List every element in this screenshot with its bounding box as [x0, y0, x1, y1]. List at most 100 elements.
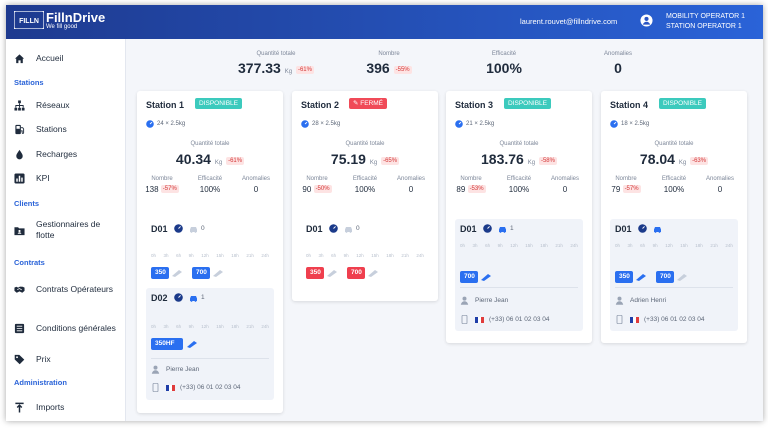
- station-card[interactable]: Station 3 DISPONIBLE 21 × 2.5kg Quantité…: [446, 91, 592, 343]
- vehicle-count: 1: [201, 294, 205, 301]
- quantity-value: 183.76: [481, 151, 524, 167]
- axis-tick: 15h: [216, 253, 224, 258]
- pressure-bar-700[interactable]: 700: [656, 271, 674, 283]
- car-icon: [190, 227, 197, 233]
- dispenser-panel[interactable]: D01 0 0h 3h 6h 9h 12h 15h 18h 21h 24h 350 700: [301, 219, 429, 285]
- dispenser-panel[interactable]: D01 1 0h 3h 6h 9h 12h 15h 18h 21h 24h 700 Pierre…: [455, 219, 583, 331]
- axis-tick: 9h: [497, 243, 503, 248]
- station-name[interactable]: Station 1: [146, 100, 185, 110]
- sidebar-item-fleet-managers[interactable]: Gestionnaires de flotte: [6, 219, 125, 241]
- timeline-axis: 0h 3h 6h 9h 12h 15h 18h 21h 24h: [151, 253, 269, 258]
- handshake-icon: [14, 286, 25, 293]
- station-name[interactable]: Station 4: [610, 100, 649, 110]
- axis-tick: 15h: [216, 324, 224, 329]
- car-icon: [345, 227, 352, 233]
- nozzle-icon: [187, 341, 197, 348]
- stat-value: 100%: [199, 185, 221, 194]
- gauge-icon: [610, 120, 618, 128]
- stat-label: Anomalies: [241, 176, 270, 182]
- sidebar-item-label: Contrats Opérateurs: [36, 283, 114, 294]
- axis-tick: 3h: [627, 243, 633, 248]
- import-icon: [15, 402, 24, 413]
- sidebar-item-label: Stations: [36, 123, 67, 134]
- brand-logo-icon[interactable]: FILLN: [14, 11, 44, 29]
- drop-icon: [16, 149, 23, 159]
- dispenser-panel[interactable]: D02 1 0h 3h 6h 9h 12h 15h 18h 21h 24h 350HF Pier…: [146, 288, 274, 400]
- stat-value: 89: [456, 185, 466, 194]
- dispenser-panel[interactable]: D01 0 0h 3h 6h 9h 12h 15h 18h 21h 24h 350 700: [146, 219, 274, 285]
- stat-label: Nombre: [306, 176, 328, 182]
- axis-tick: 3h: [472, 243, 478, 248]
- station-name[interactable]: Station 3: [455, 100, 494, 110]
- sidebar-item-general-terms[interactable]: Conditions générales: [6, 317, 125, 339]
- axis-tick: 18h: [540, 243, 548, 248]
- driver-name: Pierre Jean: [475, 297, 509, 304]
- axis-tick: 18h: [695, 243, 703, 248]
- sidebar-item-price[interactable]: Prix: [6, 352, 125, 366]
- station-card[interactable]: Station 2 ✎ FERMÉ 28 × 2.5kg Quantité to…: [292, 91, 438, 301]
- stat-value: 138: [145, 185, 159, 194]
- car-icon: [654, 227, 661, 233]
- stat-label: Efficacité: [661, 176, 687, 182]
- sidebar-item-recharges[interactable]: Recharges: [6, 147, 125, 161]
- station-card[interactable]: Station 1 DISPONIBLE 24 × 2.5kg Quantité…: [137, 91, 283, 413]
- axis-tick: 15h: [525, 243, 533, 248]
- pressure-bar-350hf[interactable]: 350HF: [151, 338, 183, 350]
- stat-label: Anomalies: [396, 176, 425, 182]
- kpi-count: Nombre 396 -55%: [324, 51, 454, 76]
- axis-tick: 24h: [416, 253, 424, 258]
- network-icon: [14, 99, 25, 111]
- folder-person-icon: [14, 226, 25, 235]
- dispenser-panel[interactable]: D01 0h 3h 6h 9h 12h 15h 18h 21h 24h 350 700 Adri…: [610, 219, 738, 331]
- sidebar-item-stations[interactable]: Stations: [6, 122, 125, 136]
- axis-tick: 15h: [371, 253, 379, 258]
- axis-tick: 9h: [343, 253, 349, 258]
- pressure-bar-350[interactable]: 350: [151, 267, 169, 279]
- pressure-bar-350[interactable]: 350: [615, 271, 633, 283]
- axis-tick: 18h: [231, 324, 239, 329]
- timeline-axis: 0h 3h 6h 9h 12h 15h 18h 21h 24h: [151, 324, 269, 329]
- kpi-value: 0: [614, 60, 622, 76]
- france-flag-icon: [166, 384, 175, 391]
- user-account-icon[interactable]: [640, 14, 653, 27]
- pressure-bar-700[interactable]: 700: [192, 267, 210, 279]
- sidebar-item-networks[interactable]: Réseaux: [6, 98, 125, 112]
- sidebar-item-operator-contracts[interactable]: Contrats Opérateurs: [6, 278, 125, 300]
- axis-tick: 21h: [401, 253, 409, 258]
- stat-value: 90: [302, 185, 312, 194]
- kpi-value: 396: [366, 60, 390, 76]
- connector-info: 18 × 2.5kg: [610, 120, 649, 128]
- sidebar-section-administration: Administration: [14, 378, 67, 387]
- stat-value: 100%: [508, 185, 530, 194]
- brand-tagline: We fill good: [46, 24, 78, 30]
- driver-name: Pierre Jean: [166, 366, 200, 373]
- connector-label: 18 × 2.5kg: [621, 121, 650, 127]
- axis-tick: 21h: [555, 243, 563, 248]
- station-card[interactable]: Station 4 DISPONIBLE 18 × 2.5kg Quantité…: [601, 91, 747, 343]
- phone-row: (+33) 06 01 02 03 04: [615, 315, 705, 324]
- person-icon: [460, 296, 469, 305]
- axis-tick: 12h: [356, 253, 364, 258]
- gauge-icon: [483, 224, 492, 233]
- france-flag-icon: [475, 316, 484, 323]
- stat-value: 79: [611, 185, 621, 194]
- quantity-label: Quantité totale: [190, 141, 230, 147]
- brand-name[interactable]: FillnDrive: [46, 10, 106, 25]
- pressure-bar-700[interactable]: 700: [347, 267, 365, 279]
- sidebar-item-home[interactable]: Accueil: [6, 51, 125, 65]
- connector-label: 28 × 2.5kg: [312, 121, 341, 127]
- sidebar-item-kpi[interactable]: KPI: [6, 171, 125, 185]
- pressure-bar-700[interactable]: 700: [460, 271, 478, 283]
- pressure-bar-350[interactable]: 350: [306, 267, 324, 279]
- axis-tick: 6h: [176, 253, 182, 258]
- phone-icon: [616, 315, 623, 324]
- axis-tick: 6h: [640, 243, 646, 248]
- driver-row: Pierre Jean: [151, 365, 199, 374]
- axis-tick: 0h: [615, 243, 621, 248]
- sidebar-item-imports[interactable]: Imports: [6, 400, 125, 414]
- station-name[interactable]: Station 2: [301, 100, 340, 110]
- sidebar: Accueil Stations Réseaux Stations Rechar…: [6, 39, 126, 421]
- axis-tick: 9h: [188, 324, 194, 329]
- gauge-icon: [174, 293, 183, 302]
- axis-tick: 0h: [151, 324, 157, 329]
